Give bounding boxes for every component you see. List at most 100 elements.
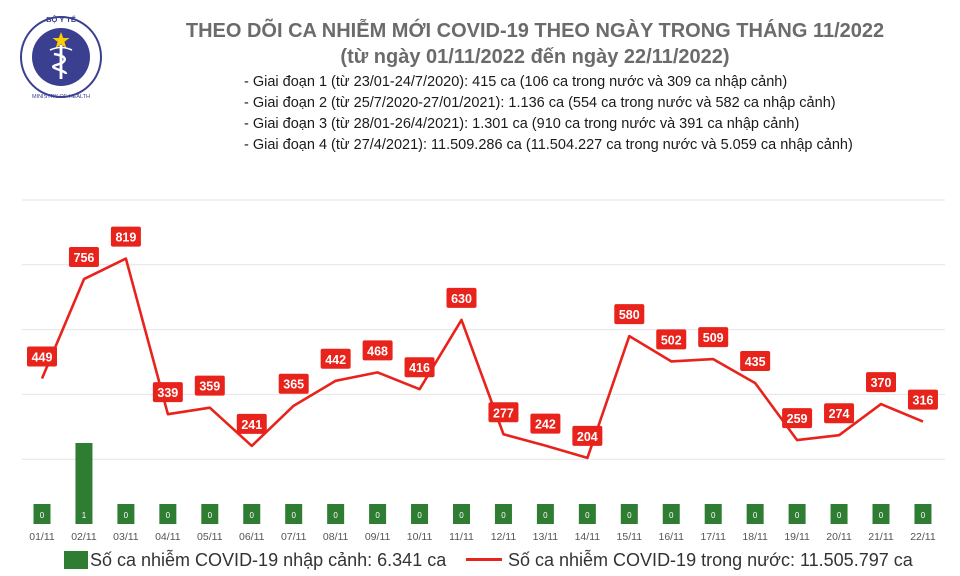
imported-cases-bar	[536, 504, 554, 524]
imported-cases-value-label: 0	[124, 511, 129, 520]
x-axis-tick-label: 06/11	[239, 531, 265, 543]
x-axis-tick-label: 07/11	[281, 531, 307, 543]
legend-imported-cases: Số ca nhiễm COVID-19 nhập cảnh: 6.341 ca	[64, 548, 446, 572]
x-axis-tick-label: 15/11	[617, 531, 643, 543]
imported-cases-bar	[872, 504, 890, 524]
imported-cases-bar	[33, 504, 51, 524]
x-axis-tick-label: 20/11	[826, 531, 852, 543]
domestic-cases-label-box	[152, 382, 183, 403]
legend-domestic-cases: Số ca nhiễm COVID-19 trong nước: 11.505.…	[466, 548, 913, 572]
phase-1-summary: - Giai đoạn 1 (từ 23/01-24/7/2020): 415 …	[244, 74, 788, 90]
x-axis-tick-label: 19/11	[784, 531, 810, 543]
domestic-cases-value-label: 259	[787, 412, 808, 426]
imported-cases-value-label: 0	[208, 511, 213, 520]
imported-cases-value-label: 0	[879, 511, 884, 520]
logo-bottom-text: MINISTRY OF HEALTH	[32, 94, 90, 100]
domestic-cases-value-label: 339	[157, 386, 178, 400]
imported-cases-value-label: 0	[501, 511, 506, 520]
domestic-cases-value-label: 442	[325, 353, 346, 367]
domestic-cases-label-box	[27, 346, 57, 367]
domestic-cases-label-box	[656, 329, 687, 350]
chart-title: THEO DÕI CA NHIỄM MỚI COVID-19 THEO NGÀY…	[185, 20, 885, 42]
imported-cases-value-label: 0	[40, 511, 45, 520]
imported-cases-value-label: 0	[459, 511, 464, 520]
x-axis-tick-label: 16/11	[659, 531, 685, 543]
imported-cases-bar	[411, 504, 429, 524]
logo-top-text: BỘ Y TẾ	[46, 14, 76, 24]
imported-cases-bar	[578, 504, 596, 524]
domestic-cases-value-label: 416	[409, 361, 430, 375]
x-axis-tick-label: 18/11	[742, 531, 768, 543]
imported-cases-value-label: 0	[333, 511, 338, 520]
domestic-cases-value-label: 316	[913, 394, 934, 408]
domestic-cases-value-label: 580	[619, 308, 640, 322]
imported-cases-bar	[201, 504, 219, 524]
imported-cases-value-label: 0	[627, 511, 632, 520]
domestic-cases-value-label: 502	[661, 333, 682, 347]
x-axis-tick-label: 13/11	[533, 531, 559, 543]
imported-cases-value-label: 0	[166, 511, 171, 520]
domestic-cases-label-box	[866, 372, 896, 393]
imported-cases-bar	[327, 504, 345, 524]
x-axis-tick-label: 04/11	[155, 531, 181, 543]
domestic-cases-label-box	[740, 351, 771, 372]
x-axis-tick-label: 02/11	[71, 531, 97, 543]
x-axis-tick-label: 12/11	[491, 531, 517, 543]
x-axis-tick-label: 11/11	[449, 531, 474, 543]
imported-cases-bar	[117, 504, 135, 524]
imported-cases-value-label: 0	[291, 511, 296, 520]
x-axis-tick-label: 22/11	[910, 531, 936, 543]
domestic-cases-value-label: 756	[74, 251, 95, 265]
domestic-cases-label-box	[488, 402, 519, 423]
domestic-cases-label-box	[907, 389, 938, 410]
imported-cases-bar	[159, 504, 177, 524]
domestic-cases-label-box	[404, 357, 435, 378]
domestic-cases-label-box	[194, 375, 225, 396]
phase-4-summary: - Giai đoạn 4 (từ 27/4/2021): 11.509.286…	[244, 137, 853, 153]
imported-cases-value-label: 0	[711, 511, 716, 520]
imported-cases-value-label: 0	[837, 511, 842, 520]
legend-domestic-label: Số ca nhiễm COVID-19 trong nước: 11.505.…	[508, 550, 913, 570]
imported-cases-bar	[369, 504, 387, 524]
phase-summary-list: - Giai đoạn 1 (từ 23/01-24/7/2020): 415 …	[244, 72, 853, 156]
legend-line-swatch	[466, 558, 502, 561]
domestic-cases-value-label: 241	[241, 418, 262, 432]
imported-cases-value-label: 0	[375, 511, 380, 520]
domestic-cases-label-box	[614, 304, 645, 325]
domestic-cases-value-label: 204	[577, 430, 598, 444]
legend-bar-swatch	[64, 551, 88, 569]
domestic-cases-value-label: 274	[829, 407, 850, 421]
imported-cases-value-label: 0	[753, 511, 758, 520]
domestic-cases-label-box	[278, 373, 309, 394]
x-axis-tick-label: 17/11	[700, 531, 726, 543]
domestic-cases-value-label: 819	[115, 231, 136, 245]
domestic-cases-label-box	[68, 247, 99, 268]
domestic-cases-label-box	[320, 348, 351, 369]
imported-cases-bar	[620, 504, 638, 524]
ministry-of-health-logo: BỘ Y TẾ MINISTRY OF HEALTH	[20, 14, 102, 100]
imported-cases-value-label: 0	[417, 511, 422, 520]
imported-cases-value-label: 0	[543, 511, 548, 520]
x-axis-tick-label: 05/11	[197, 531, 223, 543]
domestic-cases-value-label: 370	[871, 376, 892, 390]
x-axis-tick-label: 01/11	[29, 531, 55, 543]
domestic-cases-label-box	[824, 403, 855, 424]
imported-cases-bar	[243, 504, 261, 524]
domestic-cases-line	[40, 257, 924, 460]
imported-cases-value-label: 0	[669, 511, 674, 520]
imported-cases-value-label: 0	[585, 511, 590, 520]
domestic-cases-value-label: 468	[367, 344, 388, 358]
legend-imported-label: Số ca nhiễm COVID-19 nhập cảnh: 6.341 ca	[90, 550, 447, 570]
imported-cases-bar	[453, 504, 470, 524]
imported-cases-bar	[914, 504, 932, 524]
phase-3-summary: - Giai đoạn 3 (từ 28/01-26/4/2021): 1.30…	[244, 116, 800, 132]
domestic-cases-value-label: 630	[451, 292, 472, 306]
imported-cases-bar	[662, 504, 680, 524]
imported-cases-bar	[285, 504, 303, 524]
domestic-cases-label-box	[110, 226, 141, 247]
imported-cases-bar	[494, 504, 512, 524]
imported-cases-value-label: 0	[921, 511, 926, 520]
domestic-cases-label-box	[782, 408, 813, 429]
imported-cases-value-label: 1	[82, 511, 87, 520]
domestic-cases-value-label: 242	[535, 418, 556, 432]
